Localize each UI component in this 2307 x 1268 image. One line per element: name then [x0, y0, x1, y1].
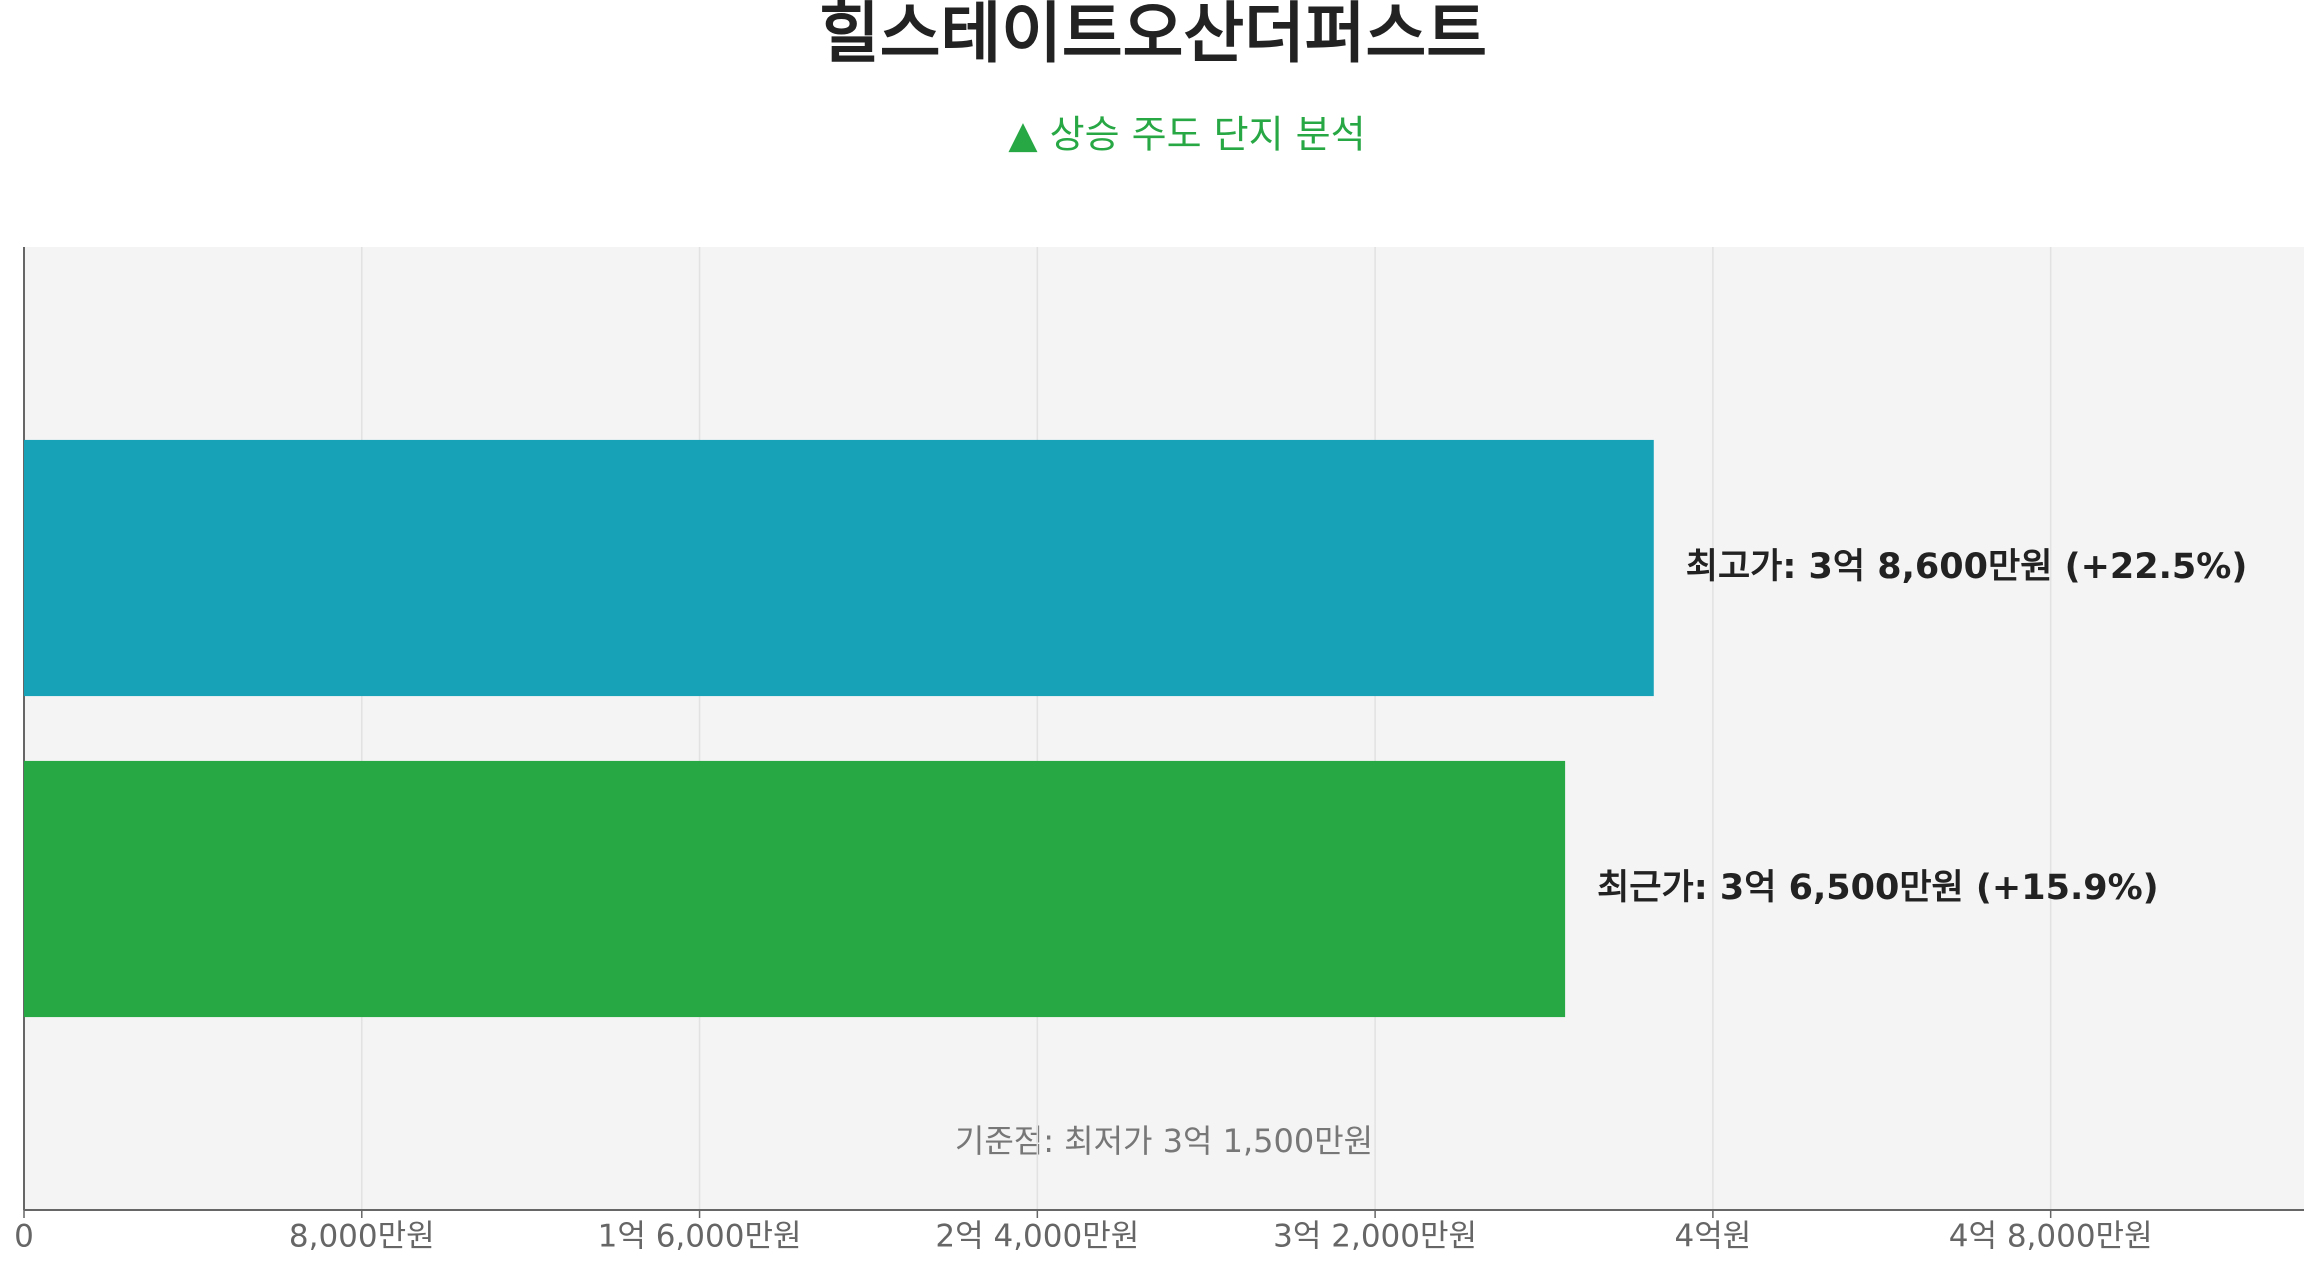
x-tick-label: 4억원 [1675, 1219, 1752, 1255]
x-tick-label: 3억 2,000만원 [1273, 1219, 1477, 1255]
x-tick-label: 4억 8,000만원 [1949, 1219, 2153, 1255]
bar [24, 439, 1654, 697]
annotation: 기준점: 최저가 3억 1,500만원 [955, 1122, 1373, 1160]
chart-title: 힐스테이트오산더퍼스트 [819, 0, 1487, 72]
x-tick-label: 8,000만원 [289, 1219, 435, 1255]
bar-label: 최고가: 3억 8,600만원 (+22.5%) [1686, 547, 2248, 587]
x-tick-label: 0 [14, 1219, 34, 1255]
plot-area [24, 247, 2304, 1210]
bar [24, 760, 1566, 1018]
chart-subtitle: ▲ 상승 주도 단지 분석 [1008, 113, 1365, 157]
x-tick-label: 1억 6,000만원 [598, 1219, 802, 1255]
bar-label: 최근가: 3억 6,500만원 (+15.9%) [1597, 868, 2159, 908]
x-tick-label: 2억 4,000만원 [935, 1219, 1139, 1255]
